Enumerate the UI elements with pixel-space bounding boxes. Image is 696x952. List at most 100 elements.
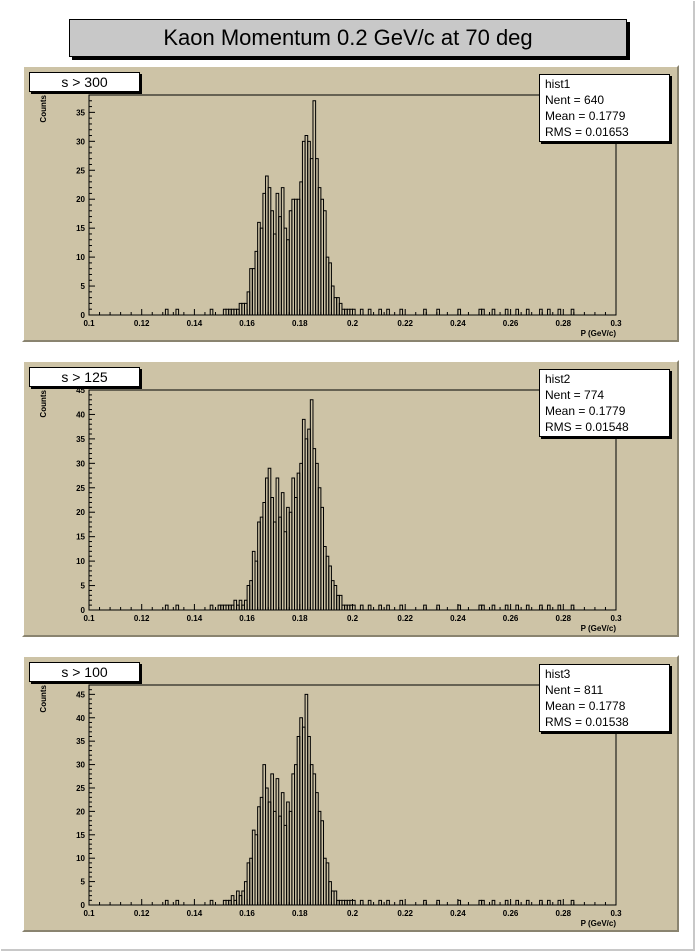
y-tick-label: 5	[81, 582, 86, 591]
histogram-bin	[209, 899, 214, 905]
stats-nent: Nent = 640	[545, 93, 605, 107]
x-tick-label: 0.1	[83, 614, 95, 623]
x-tick-label: 0.12	[134, 614, 150, 623]
y-axis-title: Counts	[39, 684, 48, 712]
y-tick-label: 10	[76, 253, 85, 262]
x-tick-label: 0.22	[397, 319, 413, 328]
page-title: Kaon Momentum 0.2 GeV/c at 70 deg	[69, 19, 627, 57]
histogram-bin	[546, 899, 551, 905]
histogram-bins	[164, 100, 575, 315]
histogram-bin	[481, 604, 485, 610]
y-axis-title: Counts	[39, 389, 48, 417]
x-tick-label: 0.16	[239, 319, 255, 328]
y-tick-label: 45	[76, 386, 85, 395]
pad-label: s > 300	[29, 72, 140, 92]
histogram-bins	[164, 693, 575, 905]
y-tick-label: 35	[76, 435, 85, 444]
x-tick-label: 0.3	[610, 319, 622, 328]
histogram-bin	[175, 308, 180, 315]
stats-rms: RMS = 0.01653	[545, 125, 629, 139]
x-tick-label: 0.26	[503, 909, 519, 918]
y-tick-label: 25	[76, 484, 85, 493]
histogram-bin	[557, 604, 562, 610]
histogram-bin	[378, 308, 382, 315]
histogram-bin	[491, 604, 496, 610]
y-tick-label: 5	[81, 878, 86, 887]
stats-mean: Mean = 0.1779	[545, 404, 626, 418]
x-tick-label: 0.26	[503, 614, 519, 623]
y-tick-label: 0	[81, 311, 86, 320]
histogram-plot-2: 0.1 0.12 0.14 0.16 0.18 0.2 0.22 0.24 0.26 0.28 0.…	[39, 386, 622, 633]
histogram-bin	[378, 899, 382, 905]
y-tick-label: 45	[76, 690, 85, 699]
histogram-bin	[481, 899, 485, 905]
x-tick-label: 0.1	[83, 319, 95, 328]
plot-frame	[88, 684, 617, 906]
histogram-bin	[525, 604, 530, 610]
histogram-bin	[164, 899, 169, 905]
x-tick-label: 0.22	[397, 909, 413, 918]
histogram-pad-1: 0.1 0.12 0.14 0.16 0.18 0.2 0.22 0.24 0.26 0.28 0.…	[22, 65, 679, 342]
histogram-bin	[399, 604, 404, 610]
x-tick-label: 0.24	[450, 909, 466, 918]
histogram-bin	[209, 308, 214, 315]
histogram-bin	[175, 604, 180, 610]
y-tick-label: 0	[81, 606, 86, 615]
histogram-bin	[546, 604, 551, 610]
histogram-bin	[399, 899, 404, 905]
stats-rms: RMS = 0.01548	[545, 420, 629, 434]
x-tick-label: 0.24	[450, 614, 466, 623]
stats-rms: RMS = 0.01538	[545, 715, 629, 729]
y-tick-label: 15	[76, 224, 85, 233]
y-tick-label: 20	[76, 508, 85, 517]
histogram-bin	[164, 308, 169, 315]
y-tick-label: 20	[76, 807, 85, 816]
stats-nent: Nent = 774	[545, 388, 605, 402]
histogram-bin	[333, 890, 338, 905]
plot-frame	[88, 94, 617, 316]
x-tick-label: 0.24	[450, 319, 466, 328]
histogram-pad-2: 0.1 0.12 0.14 0.16 0.18 0.2 0.22 0.24 0.26 0.28 0.…	[22, 360, 679, 637]
stats-box: hist2 Nent = 774 Mean = 0.1779 RMS = 0.0…	[539, 369, 670, 437]
x-tick-label: 0.1	[83, 909, 95, 918]
x-axis-title: P (GeV/c)	[581, 919, 617, 928]
histogram-bin	[367, 899, 372, 905]
y-tick-label: 30	[76, 761, 85, 770]
histogram-bin	[164, 604, 169, 610]
histogram-bins	[164, 399, 575, 610]
histogram-bin	[557, 308, 562, 315]
stats-hist-name: hist2	[545, 372, 571, 386]
histogram-bin	[504, 899, 509, 905]
x-tick-label: 0.18	[292, 319, 308, 328]
x-tick-label: 0.3	[610, 614, 622, 623]
x-tick-label: 0.26	[503, 319, 519, 328]
stats-box: hist1 Nent = 640 Mean = 0.1779 RMS = 0.0…	[539, 74, 670, 142]
stats-mean: Mean = 0.1779	[545, 109, 626, 123]
y-tick-label: 5	[81, 282, 86, 291]
x-tick-label: 0.2	[347, 614, 359, 623]
stats-hist-name: hist1	[545, 77, 571, 91]
x-tick-label: 0.12	[134, 319, 150, 328]
y-tick-label: 40	[76, 410, 85, 419]
histogram-bin	[491, 308, 496, 315]
y-tick-label: 10	[76, 557, 85, 566]
x-tick-label: 0.2	[347, 909, 359, 918]
pad-label: s > 100	[29, 662, 140, 682]
x-tick-label: 0.16	[239, 909, 255, 918]
histogram-bin	[504, 308, 509, 315]
plot-frame	[88, 389, 617, 611]
x-tick-label: 0.28	[556, 319, 572, 328]
x-tick-label: 0.28	[556, 614, 572, 623]
y-axis-title: Counts	[39, 94, 48, 122]
y-tick-label: 25	[76, 166, 85, 175]
histogram-bin	[175, 899, 180, 905]
y-tick-label: 30	[76, 137, 85, 146]
x-tick-label: 0.2	[347, 319, 359, 328]
histogram-bin	[515, 308, 520, 315]
stats-box: hist3 Nent = 811 Mean = 0.1778 RMS = 0.0…	[539, 664, 670, 732]
x-axis-title: P (GeV/c)	[581, 624, 617, 633]
pad-label: s > 125	[29, 367, 140, 387]
histogram-bin	[546, 308, 551, 315]
histogram-bin	[515, 899, 520, 905]
histogram-bin	[504, 604, 509, 610]
